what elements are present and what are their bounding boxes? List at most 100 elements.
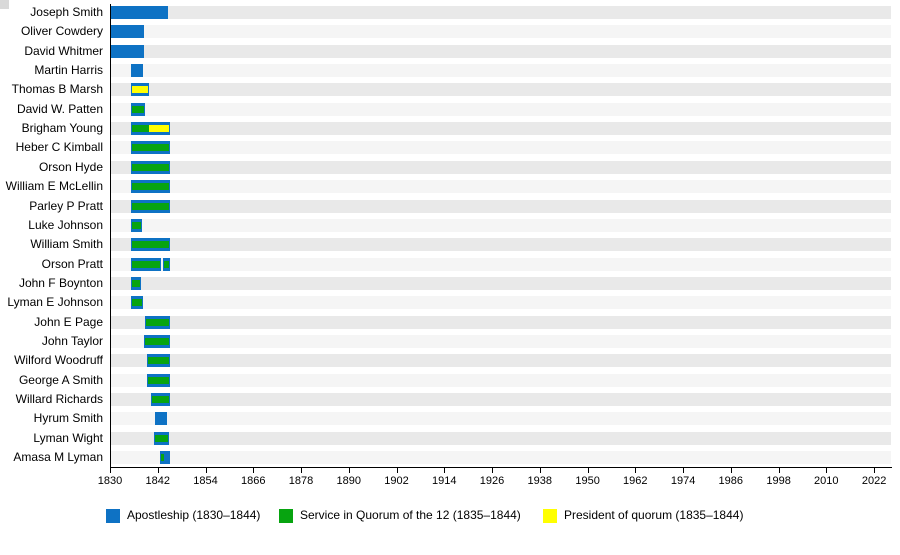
timeline-bar[interactable] (130, 296, 144, 310)
president-stripe (131, 86, 149, 94)
row-track (111, 373, 891, 387)
row-label[interactable]: John E Page (34, 314, 103, 329)
timeline-bar[interactable] (130, 102, 146, 116)
timeline-bar[interactable] (143, 334, 170, 348)
row-label[interactable]: Lyman E Johnson (7, 295, 103, 310)
row-label[interactable]: Thomas B Marsh (11, 82, 103, 97)
president-stripe (149, 125, 169, 133)
timeline-bar[interactable] (130, 160, 170, 174)
row-label[interactable]: George A Smith (18, 372, 103, 387)
apostleship-legend-swatch (106, 508, 120, 523)
legend-item: Apostleship (1830–1844) (106, 507, 260, 523)
row-label[interactable]: Luke Johnson (28, 217, 103, 232)
row-track (111, 315, 891, 329)
quorum-stripe (131, 279, 141, 287)
row-label[interactable]: Wilford Woodruff (14, 353, 103, 368)
row-track (111, 64, 891, 78)
row-label[interactable]: Hyrum Smith (33, 411, 103, 426)
row-track (111, 354, 891, 368)
timeline-bar[interactable] (111, 25, 145, 39)
row-label[interactable]: Amasa M Lyman (13, 450, 103, 465)
timeline-bar[interactable] (111, 44, 145, 58)
quorum-stripe (146, 318, 169, 326)
timeline-bar[interactable] (130, 276, 142, 290)
timeline-bar[interactable] (130, 257, 161, 271)
axis-tick (683, 468, 685, 473)
row-label[interactable]: Heber C Kimball (15, 140, 103, 155)
timeline-bar[interactable] (111, 6, 169, 19)
axis-tick-label: 2022 (861, 475, 887, 487)
axis-tick (205, 468, 207, 473)
timeline-bar[interactable] (155, 412, 168, 426)
timeline-bar[interactable] (145, 315, 170, 329)
timeline-bar[interactable] (130, 83, 150, 97)
timeline-bar[interactable] (146, 373, 170, 387)
row-track (111, 393, 891, 406)
axis-tick (539, 468, 541, 473)
x-axis-line (110, 467, 892, 468)
quorum-stripe (131, 183, 169, 191)
row-label[interactable]: Orson Hyde (38, 159, 103, 174)
quorum-legend-swatch (279, 508, 293, 523)
row-track (111, 412, 891, 426)
timeline-bar[interactable] (130, 199, 170, 213)
quorum-stripe (131, 299, 143, 307)
axis-tick (778, 468, 780, 473)
row-label[interactable]: Lyman Wight (33, 430, 103, 445)
quorum-stripe (160, 454, 164, 462)
row-label[interactable]: Orson Pratt (41, 256, 103, 271)
row-label[interactable]: David W. Patten (16, 101, 103, 116)
axis-tick (826, 468, 828, 473)
timeline-bar[interactable] (146, 354, 170, 368)
timeline-bar[interactable] (130, 218, 143, 232)
row-label[interactable]: William Smith (30, 237, 103, 252)
row-label[interactable]: Parley P Pratt (29, 198, 103, 213)
row-track (111, 83, 891, 97)
timeline-bar[interactable] (159, 451, 170, 465)
row-track (111, 102, 891, 116)
row-track (111, 122, 891, 136)
row-label[interactable]: Brigham Young (21, 121, 103, 136)
row-label[interactable]: John F Boynton (18, 275, 103, 290)
row-label[interactable]: David Whitmer (24, 43, 103, 58)
axis-tick-label: 1938 (527, 475, 553, 487)
axis-tick (348, 468, 350, 473)
timeline-bar[interactable] (130, 64, 143, 78)
timeline-bar[interactable] (130, 141, 170, 155)
legend-item: Service in Quorum of the 12 (1835–1844) (279, 507, 521, 523)
quorum-stripe (144, 337, 169, 345)
quorum-stripe (151, 396, 169, 403)
timeline-bar[interactable] (130, 238, 170, 252)
timeline-bar[interactable] (154, 431, 170, 445)
axis-tick-label: 1950 (575, 475, 600, 487)
quorum-stripe (131, 105, 145, 113)
row-label[interactable]: Martin Harris (34, 63, 103, 78)
axis-tick (730, 468, 732, 473)
row-label[interactable]: Joseph Smith (30, 5, 103, 19)
timeline-bar[interactable] (150, 393, 170, 406)
row-label[interactable]: Oliver Cowdery (20, 24, 103, 39)
row-track (111, 334, 891, 348)
quorum-stripe (131, 260, 160, 268)
timeline-bar[interactable] (163, 257, 170, 271)
quorum-stripe (147, 357, 169, 365)
axis-tick (253, 468, 255, 473)
quorum-stripe (131, 241, 169, 249)
row-label[interactable]: Willard Richards (15, 392, 103, 406)
row-track (111, 199, 891, 213)
axis-tick (874, 468, 876, 473)
timeline-bar[interactable] (130, 180, 170, 194)
row-track (111, 451, 891, 465)
row-track (111, 238, 891, 252)
row-label[interactable]: William E McLellin (5, 179, 103, 194)
quorum-stripe (147, 376, 169, 384)
quorum-stripe (155, 434, 169, 442)
timeline-bar[interactable] (130, 122, 170, 136)
quorum-stripe (131, 221, 142, 229)
row-track (111, 218, 891, 232)
quorum-stripe (131, 163, 169, 171)
axis-tick (587, 468, 589, 473)
row-label[interactable]: John Taylor (41, 333, 103, 348)
axis-tick-label: 1830 (97, 475, 123, 487)
